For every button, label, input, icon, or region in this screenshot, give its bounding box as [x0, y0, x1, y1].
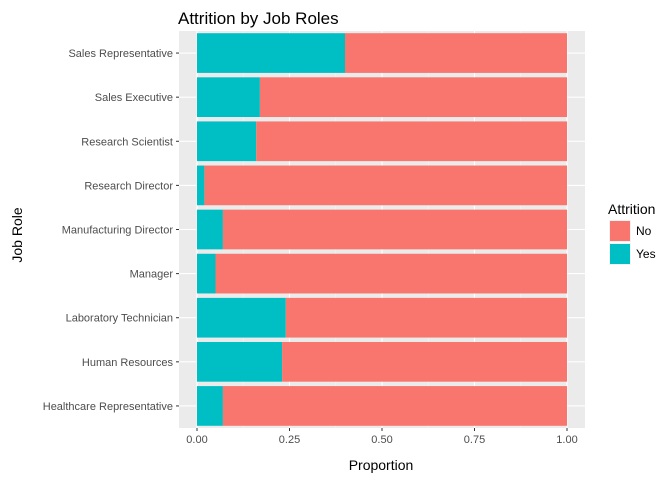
x-tick-label: 0.00: [186, 434, 207, 446]
legend-title: Attrition: [608, 201, 655, 217]
bar-yes-manager: [197, 253, 216, 294]
x-tick-label: 0.50: [371, 434, 392, 446]
y-tick-label: Laboratory Technician: [66, 313, 173, 325]
bar-yes-laboratory-technician: [197, 297, 286, 338]
y-tick-label: Sales Executive: [95, 92, 173, 104]
bar-no-manager: [215, 253, 567, 294]
y-axis-ticks: Healthcare Representative Human Resources…: [43, 48, 179, 413]
y-tick-label: Manufacturing Director: [62, 225, 174, 237]
y-tick-label: Manager: [130, 269, 174, 281]
legend-label-no: No: [636, 224, 652, 238]
bar-no-sales-representative: [345, 33, 567, 73]
y-tick-label: Research Director: [84, 180, 173, 192]
bar-no-human-resources: [282, 341, 567, 382]
y-tick-label: Human Resources: [82, 357, 174, 369]
bar-yes-research-scientist: [197, 121, 257, 162]
legend-swatch-yes: [610, 244, 630, 264]
bar-yes-human-resources: [197, 341, 283, 382]
bar-no-laboratory-technician: [285, 297, 567, 338]
bar-yes-research-director: [197, 165, 205, 206]
bars: [197, 33, 567, 426]
bar-no-healthcare-representative: [222, 386, 567, 426]
legend-swatch-no: [610, 221, 630, 241]
legend-label-yes: Yes: [636, 247, 656, 261]
x-axis-ticks: 0.00 0.25 0.50 0.75 1.00: [186, 428, 578, 446]
y-axis-title: Job Role: [9, 207, 25, 262]
x-tick-label: 0.25: [279, 434, 300, 446]
bar-no-sales-executive: [259, 77, 567, 118]
x-tick-label: 0.75: [464, 434, 485, 446]
bar-no-research-scientist: [256, 121, 567, 162]
bar-yes-sales-representative: [197, 33, 345, 73]
legend: Attrition No Yes: [608, 201, 656, 265]
bar-yes-healthcare-representative: [197, 386, 223, 426]
y-tick-label: Research Scientist: [81, 136, 173, 148]
bar-yes-sales-executive: [197, 77, 260, 118]
x-axis-title: Proportion: [349, 457, 414, 473]
y-tick-label: Sales Representative: [68, 48, 173, 60]
chart-title: Attrition by Job Roles: [178, 9, 339, 28]
x-tick-label: 1.00: [556, 434, 577, 446]
y-tick-label: Healthcare Representative: [43, 401, 173, 413]
bar-no-research-director: [204, 165, 567, 206]
bar-no-manufacturing-director: [222, 209, 567, 250]
bar-yes-manufacturing-director: [197, 209, 223, 250]
